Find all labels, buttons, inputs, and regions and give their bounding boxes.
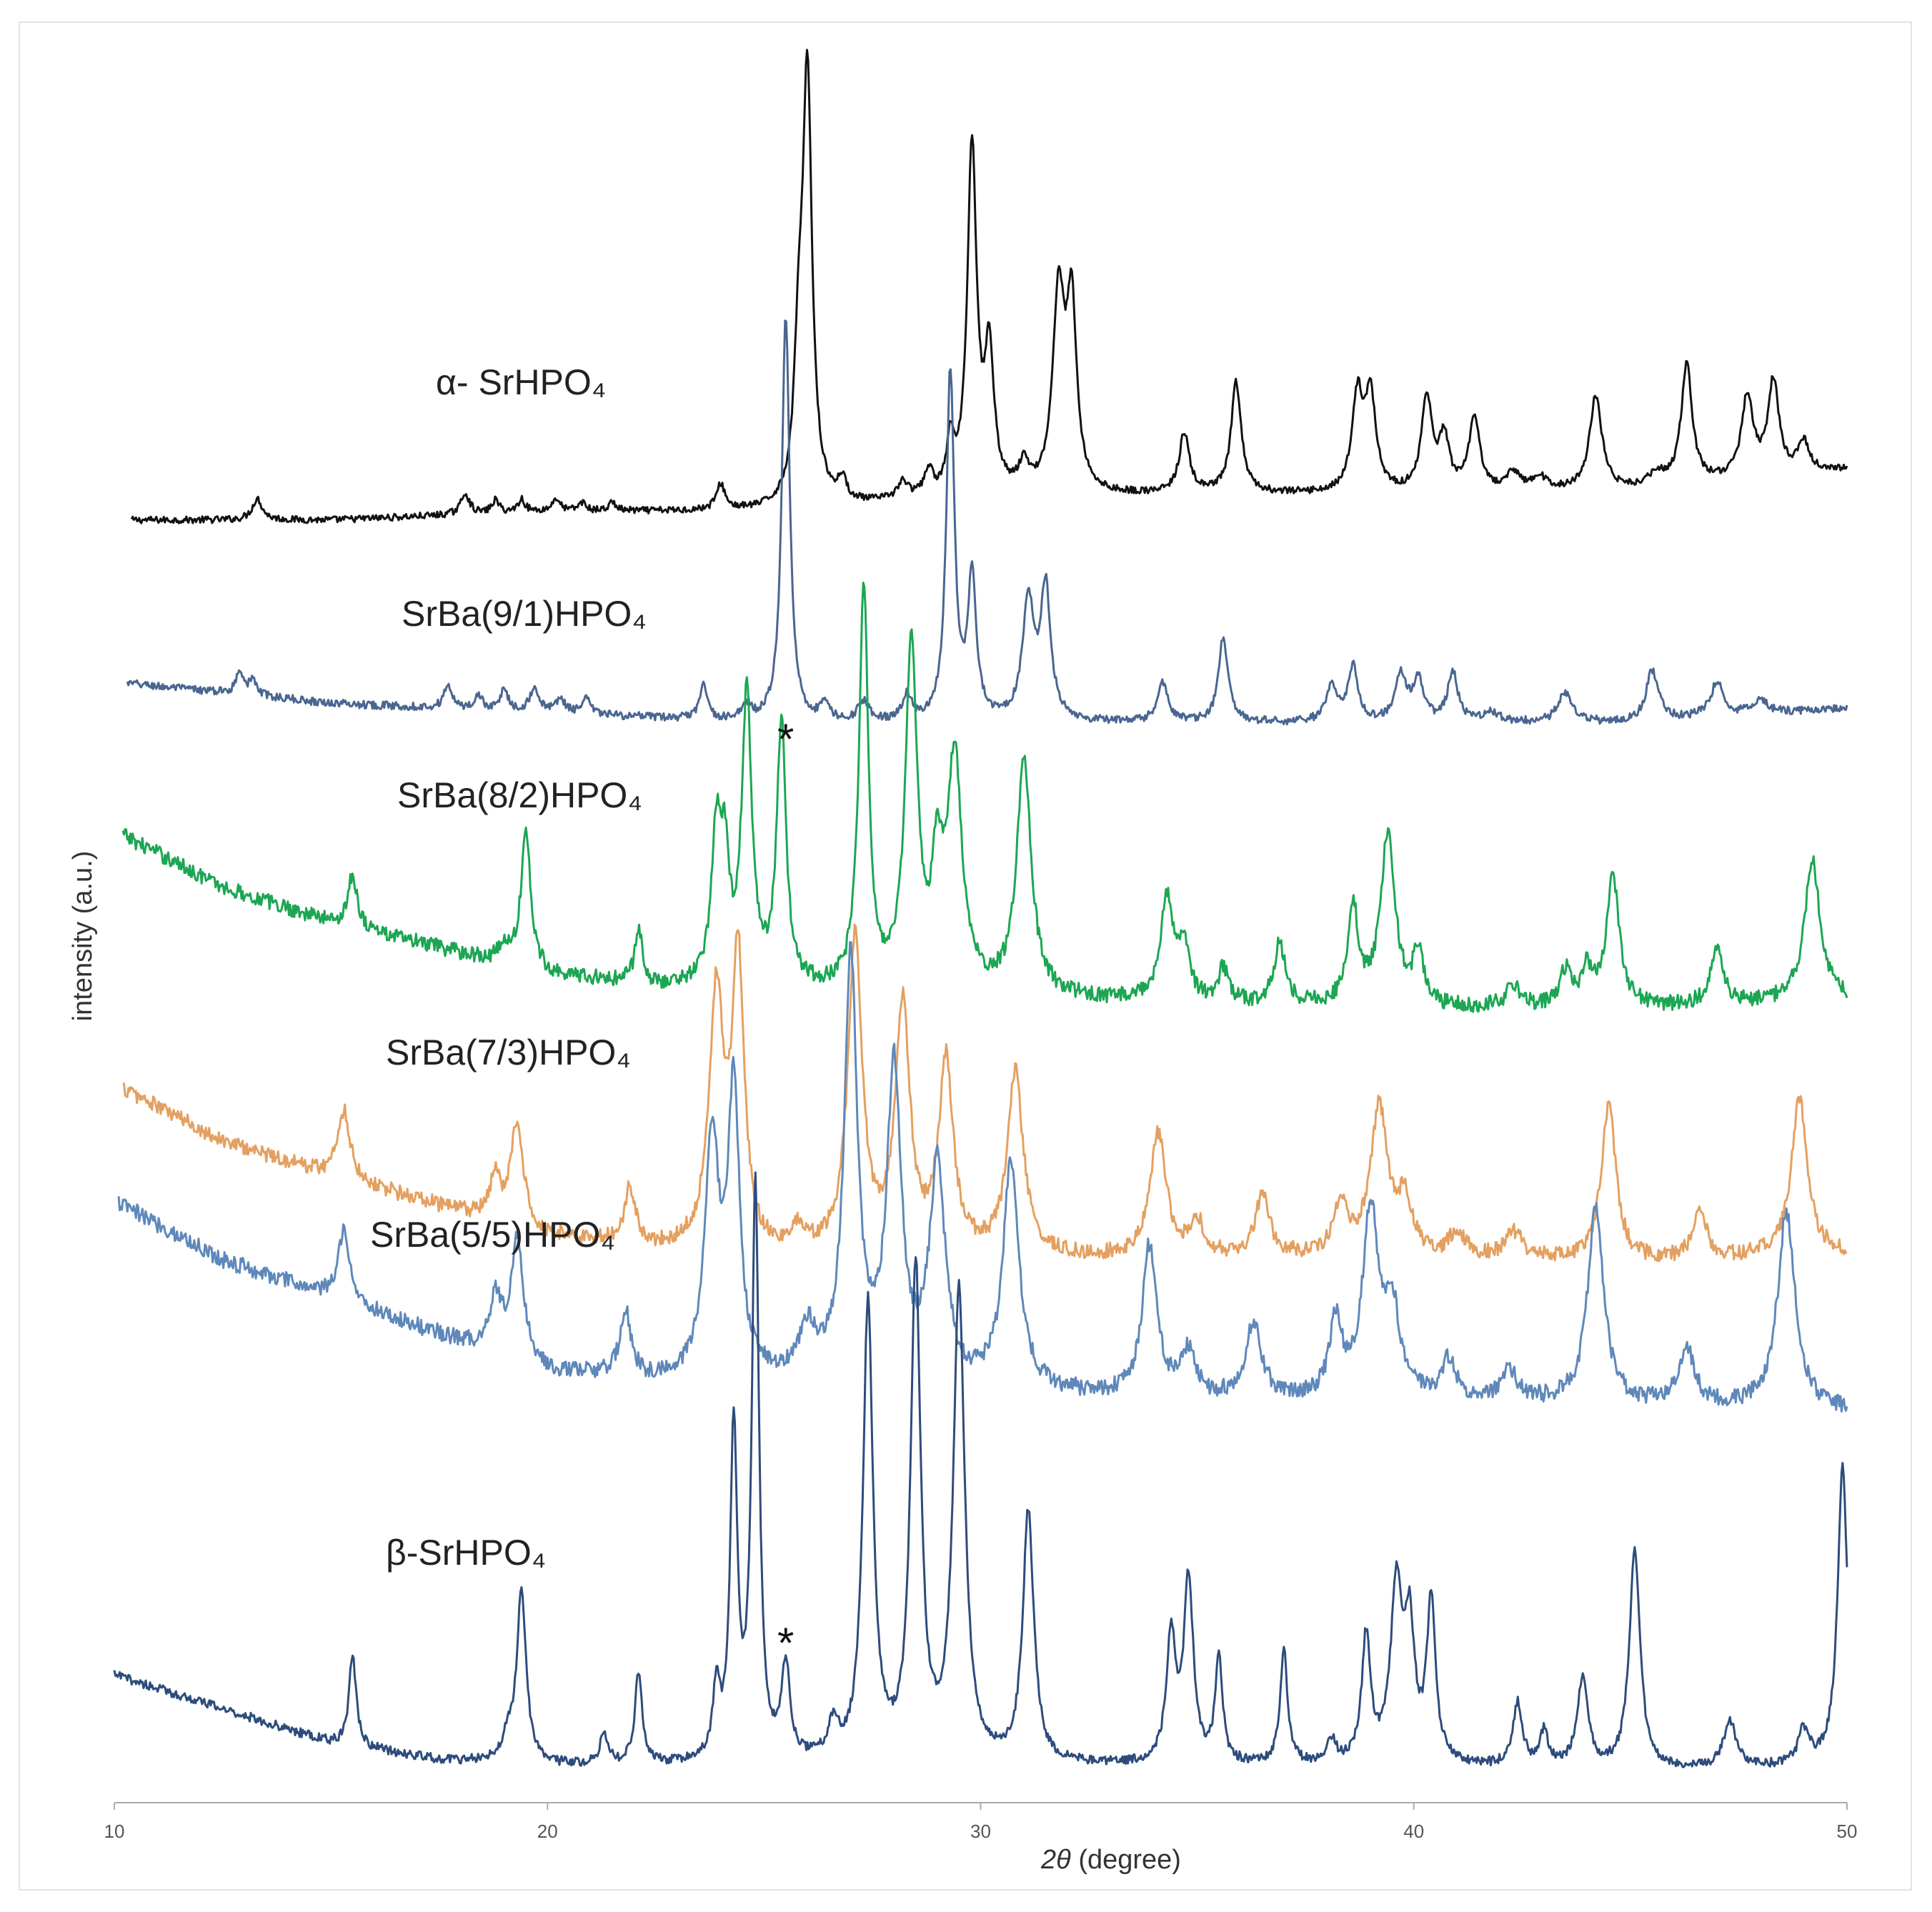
- series-label-5-5: SrBa(5/5)HPO₄: [370, 1215, 615, 1255]
- x-tick-label-40: 40: [1403, 1821, 1424, 1842]
- x-tick-label-20: 20: [537, 1821, 558, 1842]
- x-tick-label-50: 50: [1837, 1821, 1858, 1842]
- x-tick-label-30: 30: [970, 1821, 991, 1842]
- series-line-3: [122, 923, 1848, 1263]
- x-axis-symbol: 2θ: [1040, 1845, 1071, 1875]
- series-line-0: [130, 49, 1848, 524]
- impurity-marker-9-1: *: [777, 715, 794, 763]
- series-label-9-1: SrBa(9/1)HPO₄: [402, 594, 647, 634]
- series-line-4: [117, 941, 1848, 1413]
- series-label-7-3: SrBa(7/3)HPO₄: [386, 1032, 631, 1072]
- series-layer: [113, 49, 1848, 1768]
- series-line-1: [126, 319, 1848, 726]
- x-axis-title: 2θ (degree): [1040, 1845, 1181, 1875]
- impurity-marker-beta: *: [777, 1619, 794, 1667]
- x-axis-unit: (degree): [1071, 1845, 1181, 1875]
- series-line-2: [121, 582, 1848, 1013]
- series-label-8-2: SrBa(8/2)HPO₄: [397, 775, 642, 815]
- series-line-5: [113, 1171, 1848, 1768]
- x-tick-layer: 10 20 30 40 50: [104, 1803, 1858, 1842]
- series-label-beta: β-SrHPO₄: [386, 1533, 546, 1573]
- series-label-alpha: α- SrHPO₄: [436, 362, 606, 402]
- x-tick-label-10: 10: [104, 1821, 125, 1842]
- y-axis-title: intensity (a.u.): [68, 851, 98, 1022]
